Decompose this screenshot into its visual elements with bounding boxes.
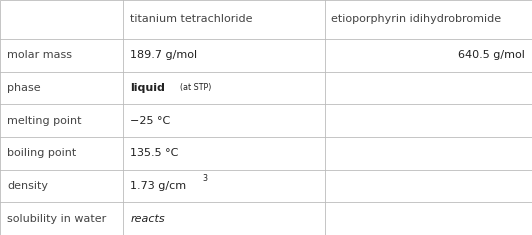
Text: −25 °C: −25 °C [130, 116, 171, 125]
Text: 640.5 g/mol: 640.5 g/mol [458, 50, 525, 60]
Text: solubility in water: solubility in water [7, 214, 106, 224]
Text: melting point: melting point [7, 116, 81, 125]
Text: 189.7 g/mol: 189.7 g/mol [130, 50, 197, 60]
Text: 1.73 g/cm: 1.73 g/cm [130, 181, 186, 191]
Text: boiling point: boiling point [7, 148, 76, 158]
Text: density: density [7, 181, 48, 191]
Text: etioporphyrin idihydrobromide: etioporphyrin idihydrobromide [331, 14, 502, 24]
Text: 3: 3 [203, 174, 208, 183]
Text: liquid: liquid [130, 83, 165, 93]
Text: molar mass: molar mass [7, 50, 72, 60]
Text: titanium tetrachloride: titanium tetrachloride [130, 14, 253, 24]
Text: 135.5 °C: 135.5 °C [130, 148, 179, 158]
Text: phase: phase [7, 83, 40, 93]
Text: (at STP): (at STP) [180, 83, 211, 92]
Text: reacts: reacts [130, 214, 165, 224]
